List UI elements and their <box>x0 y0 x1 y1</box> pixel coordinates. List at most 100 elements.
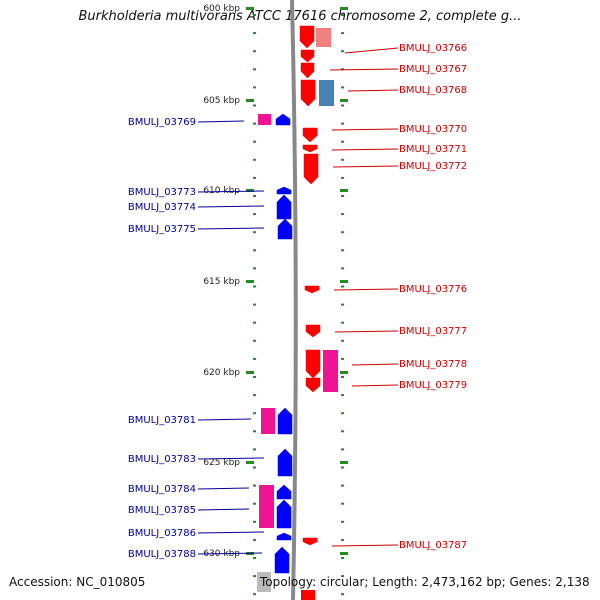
ruler-major-tick <box>340 371 348 374</box>
tick-mark-right <box>341 357 344 360</box>
cds-arrow-forward[interactable] <box>299 25 315 49</box>
rna-feature-forward[interactable] <box>323 350 338 392</box>
tick-mark-left <box>253 213 256 216</box>
tick-mark-left <box>253 538 256 541</box>
cds-arrow-reverse[interactable] <box>276 186 292 195</box>
cds-arrow-forward[interactable] <box>303 153 319 185</box>
tick-mark-right <box>341 520 344 523</box>
cds-arrow-reverse[interactable] <box>276 499 292 529</box>
rna-feature-reverse[interactable] <box>259 485 274 528</box>
tick-mark-right <box>341 285 344 288</box>
cds-arrow-reverse[interactable] <box>274 546 290 574</box>
gene-label-reverse[interactable]: BMULJ_03773 <box>128 187 196 198</box>
gene-label-forward[interactable]: BMULJ_03777 <box>399 326 467 337</box>
cds-arrow-forward[interactable] <box>305 324 321 338</box>
cds-arrow-forward[interactable] <box>302 144 318 153</box>
tick-mark-left <box>253 140 256 143</box>
label-leader-line <box>331 148 399 151</box>
tick-mark-right <box>341 68 344 71</box>
label-leader-line <box>197 418 252 421</box>
tick-mark-left <box>253 14 256 16</box>
ruler-label: 600 kbp <box>203 4 240 14</box>
tick-mark-right <box>341 394 344 397</box>
rna-feature-reverse[interactable] <box>261 408 275 434</box>
tick-mark-right <box>341 213 344 216</box>
gene-label-forward[interactable]: BMULJ_03779 <box>399 380 467 391</box>
tick-mark-right <box>341 158 344 161</box>
chromosome-backbone <box>290 0 298 600</box>
tick-mark-left <box>253 484 256 487</box>
tick-mark-left <box>253 122 256 125</box>
tick-mark-right <box>341 502 344 505</box>
label-leader-line <box>197 508 250 511</box>
gene-label-reverse[interactable]: BMULJ_03786 <box>128 528 196 539</box>
gene-label-forward[interactable]: BMULJ_03766 <box>399 43 467 54</box>
cds-arrow-reverse[interactable] <box>277 448 293 477</box>
rna-feature-forward[interactable] <box>316 28 331 47</box>
ruler-label: 610 kbp <box>203 186 240 196</box>
gene-label-reverse[interactable]: BMULJ_03781 <box>128 415 196 426</box>
cds-arrow-forward[interactable] <box>305 349 321 379</box>
tick-mark-right <box>341 321 344 324</box>
gene-label-reverse[interactable]: BMULJ_03775 <box>128 224 196 235</box>
cds-arrow-forward[interactable] <box>305 377 321 393</box>
ruler-major-tick <box>340 189 348 192</box>
gene-label-reverse[interactable]: BMULJ_03783 <box>128 454 196 465</box>
tick-mark-left <box>253 557 256 559</box>
ruler-major-tick <box>340 7 348 10</box>
cds-arrow-forward[interactable] <box>302 537 318 546</box>
cds-arrow-reverse[interactable] <box>276 484 292 500</box>
label-leader-line <box>329 68 399 71</box>
label-leader-line <box>331 544 399 547</box>
tick-mark-right <box>341 538 344 541</box>
cds-arrow-reverse[interactable] <box>275 113 291 126</box>
tick-mark-right <box>341 593 344 596</box>
gene-label-reverse[interactable]: BMULJ_03769 <box>128 117 196 128</box>
gene-label-forward[interactable]: BMULJ_03787 <box>399 540 467 551</box>
ruler-major-tick <box>340 461 348 464</box>
tick-mark-left <box>253 394 256 397</box>
gene-label-reverse[interactable]: BMULJ_03784 <box>128 484 196 495</box>
tick-mark-right <box>341 122 344 125</box>
tick-mark-left <box>253 321 256 324</box>
label-leader-line <box>331 128 399 131</box>
tick-mark-left <box>253 195 256 197</box>
label-leader-line <box>197 190 265 193</box>
gene-label-forward[interactable]: BMULJ_03770 <box>399 124 467 135</box>
tick-mark-left <box>253 575 256 578</box>
gene-label-forward[interactable]: BMULJ_03772 <box>399 161 467 172</box>
cds-arrow-reverse[interactable] <box>277 407 293 435</box>
tick-mark-left <box>253 267 256 270</box>
rna-feature-reverse[interactable] <box>258 114 271 125</box>
cds-arrow-forward[interactable] <box>300 49 315 63</box>
tick-mark-left <box>253 502 256 505</box>
gene-label-reverse[interactable]: BMULJ_03785 <box>128 505 196 516</box>
cds-arrow-forward[interactable] <box>301 590 315 600</box>
cds-arrow-forward[interactable] <box>302 127 318 143</box>
tick-mark-left <box>253 376 256 378</box>
cds-arrow-forward[interactable] <box>300 62 315 79</box>
ruler-major-tick <box>246 7 254 10</box>
label-leader-line <box>351 384 399 387</box>
gene-label-forward[interactable]: BMULJ_03778 <box>399 359 467 370</box>
misc-feature-reverse[interactable] <box>257 572 271 592</box>
misc-feature-forward[interactable] <box>319 80 334 106</box>
label-leader-line <box>347 89 399 92</box>
cds-arrow-reverse[interactable] <box>276 194 292 220</box>
ruler-major-tick <box>340 552 348 555</box>
gene-label-forward[interactable]: BMULJ_03771 <box>399 144 467 155</box>
cds-arrow-reverse[interactable] <box>277 218 293 240</box>
cds-arrow-forward[interactable] <box>304 285 320 294</box>
label-leader-line <box>197 487 250 490</box>
gene-label-reverse[interactable]: BMULJ_03774 <box>128 202 196 213</box>
gene-label-forward[interactable]: BMULJ_03767 <box>399 64 467 75</box>
cds-arrow-forward[interactable] <box>300 79 316 107</box>
label-leader-line <box>334 330 399 333</box>
cds-arrow-reverse[interactable] <box>276 532 292 541</box>
gene-label-reverse[interactable]: BMULJ_03788 <box>128 549 196 560</box>
gene-label-forward[interactable]: BMULJ_03776 <box>399 284 467 295</box>
tick-mark-right <box>341 249 344 252</box>
gene-label-forward[interactable]: BMULJ_03768 <box>399 85 467 96</box>
ruler-major-tick <box>340 99 348 102</box>
